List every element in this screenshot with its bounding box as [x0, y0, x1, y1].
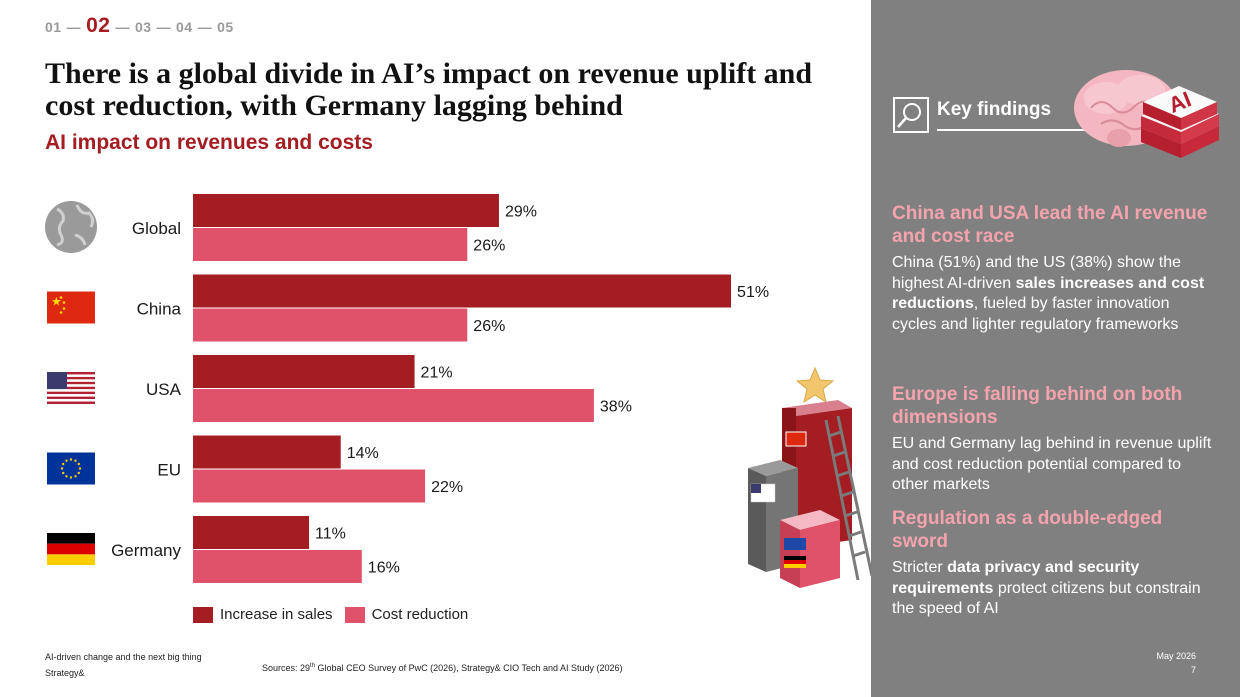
nav-separator: — [115, 19, 130, 35]
finding-1: China and USA lead the AI revenue and co… [892, 202, 1212, 335]
category-label: Germany [111, 541, 181, 560]
key-findings-panel: Key findings AI China and USA lead the A… [871, 0, 1240, 697]
finding-3-heading: Regulation as a double-edged sword [892, 508, 1163, 552]
category-label: China [137, 300, 182, 319]
legend-swatch-sales [193, 606, 213, 623]
data-label-sales: 11% [315, 526, 346, 543]
nav-step-03[interactable]: 03 [134, 19, 152, 35]
bar-chart: Global 29% 26% ★ China 51% 26% USA 21% 38% EU 14% 22… [0, 180, 860, 640]
finding-3-text-a: Stricter [892, 559, 948, 576]
legend-label-cost: Cost reduction [371, 606, 469, 623]
usa-flag-icon [47, 372, 95, 404]
bar-cost [193, 308, 468, 342]
svg-text:★: ★ [51, 295, 62, 309]
bar-sales [193, 516, 310, 549]
finding-1-text: China (51%) and the US (38%) show the hi… [892, 253, 1212, 335]
legend-swatch-cost [344, 606, 365, 623]
sources-sup: th [310, 663, 316, 669]
bar-cost [193, 550, 362, 583]
bar-sales [193, 274, 732, 308]
bar-sales [193, 355, 415, 388]
magnifier-icon [893, 97, 929, 133]
category-label: Global [132, 219, 181, 238]
footer-left: AI-driven change and the next big thing … [45, 649, 202, 681]
data-label-cost: 26% [473, 238, 505, 255]
data-label-sales: 21% [421, 365, 453, 382]
category-label: USA [146, 380, 182, 399]
finding-3-text: Stricter data privacy and security requi… [892, 558, 1212, 620]
bar-cost [193, 228, 468, 261]
data-label-cost: 26% [473, 318, 505, 335]
data-label-sales: 29% [505, 204, 537, 221]
data-label-sales: 51% [737, 284, 769, 301]
nav-step-04[interactable]: 04 [176, 19, 193, 35]
sources-prefix: Sources: 29 [262, 663, 311, 673]
section-navigation: 01—02—03—04—05 [45, 14, 234, 38]
footer-date-page: May 2026 7 [1156, 649, 1196, 677]
finding-1-heading: China and USA lead the AI revenue and co… [892, 203, 1208, 247]
key-findings-label: Key findings [937, 99, 1052, 120]
footer-deck-title: AI-driven change and the next big thing [45, 652, 202, 662]
chart-legend: Increase in sales Cost reduction [193, 606, 468, 623]
bar-sales [193, 435, 341, 469]
bar-cost [193, 469, 426, 503]
star-icon [795, 366, 835, 404]
data-label-cost: 38% [600, 399, 632, 416]
chart-subtitle: AI impact on revenues and costs [45, 131, 373, 154]
bar-cost [193, 389, 594, 422]
category-label: EU [157, 461, 181, 480]
eu-flag-icon [47, 452, 95, 485]
page-number: 7 [1190, 665, 1196, 675]
nav-separator: — [156, 19, 172, 35]
ladder-icon [824, 415, 874, 581]
nav-separator: — [66, 19, 82, 35]
ai-brain-icon: AI [1074, 70, 1219, 158]
nav-step-02-active[interactable]: 02 [86, 14, 111, 37]
finding-1-text-a: China (51%) and the US (38%) show the hi… [892, 254, 1182, 292]
china-flag-icon: ★ [47, 291, 95, 324]
bar-sales [193, 194, 499, 227]
data-label-cost: 22% [431, 479, 463, 496]
finding-3: Regulation as a double-edged sword Stric… [892, 507, 1212, 620]
eu-germany-block [780, 510, 840, 588]
sources-rest: Global CEO Survey of PwC (2026), Strateg… [315, 663, 623, 673]
ai-chip-stack: AI [1141, 86, 1219, 158]
footer-brand: Strategy& [45, 668, 85, 678]
legend-label-sales: Increase in sales [220, 606, 333, 623]
finding-2: Europe is falling behind on both dimensi… [892, 383, 1212, 496]
slide-title: There is a global divide in AI’s impact … [45, 57, 813, 122]
data-label-sales: 14% [347, 445, 379, 462]
footer-sources: Sources: 29th Global CEO Survey of PwC (… [262, 663, 623, 673]
germany-flag-icon [47, 533, 95, 566]
nav-separator: — [197, 19, 213, 35]
globe-icon [45, 201, 97, 253]
nav-step-05[interactable]: 05 [217, 19, 234, 35]
finding-2-heading: Europe is falling behind on both dimensi… [892, 384, 1183, 428]
legend-item-sales: Increase in sales [193, 606, 333, 623]
data-label-cost: 16% [368, 560, 400, 577]
finding-1-text-b: , fueled by faster innovation cycles and… [892, 295, 1179, 333]
footer-date: May 2026 [1156, 651, 1196, 661]
finding-3-text-b: protect citizens but constrain the speed… [892, 579, 1201, 618]
key-findings-underline [937, 129, 1117, 131]
nav-step-01[interactable]: 01 [45, 19, 62, 35]
ladder-blocks-illustration [748, 366, 874, 588]
legend-item-cost: Cost reduction [344, 606, 469, 623]
finding-3-bold: data privacy and security requirements [892, 559, 1140, 597]
finding-2-text: EU and Germany lag behind in revenue upl… [892, 435, 1212, 493]
finding-1-bold: sales increases and cost reductions [892, 274, 1205, 313]
